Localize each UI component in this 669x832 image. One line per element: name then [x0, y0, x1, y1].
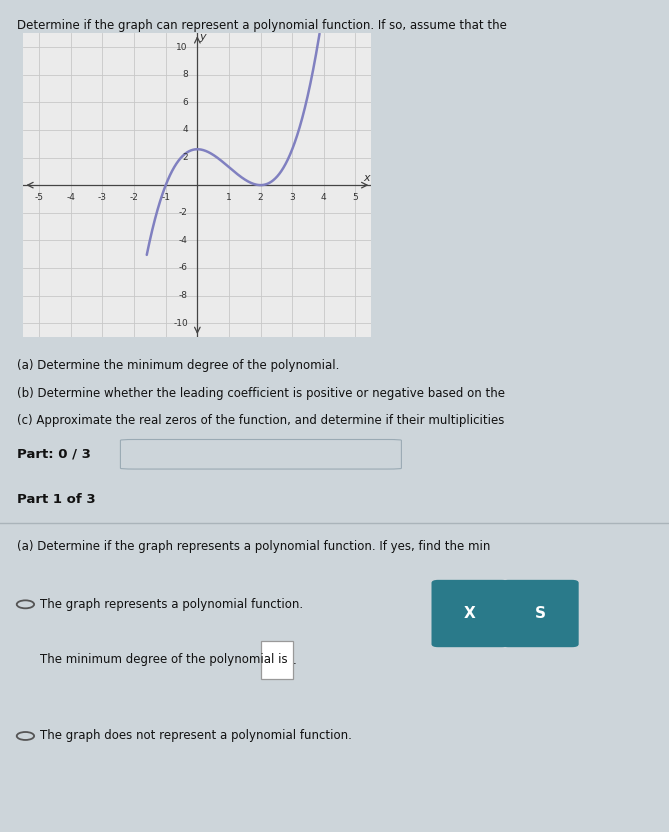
Text: 10: 10 [177, 42, 188, 52]
Text: 8: 8 [182, 70, 188, 79]
Text: Part 1 of 3: Part 1 of 3 [17, 493, 96, 506]
Text: 6: 6 [182, 98, 188, 106]
Text: 1: 1 [226, 193, 232, 201]
Text: (a) Determine the minimum degree of the polynomial.: (a) Determine the minimum degree of the … [17, 359, 339, 373]
FancyBboxPatch shape [502, 580, 579, 647]
Text: X: X [464, 606, 476, 621]
Text: 2: 2 [182, 153, 188, 162]
Text: 2: 2 [258, 193, 264, 201]
Text: S: S [535, 606, 545, 621]
Text: Part: 0 / 3: Part: 0 / 3 [17, 448, 90, 461]
Text: The graph does not represent a polynomial function.: The graph does not represent a polynomia… [40, 730, 352, 742]
Text: (b) Determine whether the leading coefficient is positive or negative based on t: (b) Determine whether the leading coeffi… [17, 387, 504, 400]
Text: -4: -4 [179, 235, 188, 245]
Text: The minimum degree of the polynomial is: The minimum degree of the polynomial is [40, 653, 288, 666]
Text: -2: -2 [130, 193, 138, 201]
FancyBboxPatch shape [432, 580, 508, 647]
Text: 5: 5 [353, 193, 359, 201]
Text: The graph represents a polynomial function.: The graph represents a polynomial functi… [40, 598, 303, 611]
Text: .: . [293, 654, 297, 666]
Text: Determine if the graph can represent a polynomial function. If so, assume that t: Determine if the graph can represent a p… [17, 19, 506, 32]
Text: -2: -2 [179, 208, 188, 217]
Text: -4: -4 [66, 193, 76, 201]
Text: 3: 3 [290, 193, 295, 201]
Text: x: x [363, 172, 370, 182]
Text: -3: -3 [98, 193, 107, 201]
Text: -8: -8 [179, 291, 188, 300]
Text: 4: 4 [321, 193, 326, 201]
Text: -5: -5 [35, 193, 43, 201]
Text: -1: -1 [161, 193, 170, 201]
Text: -10: -10 [173, 319, 188, 328]
FancyBboxPatch shape [120, 439, 401, 469]
Text: (c) Approximate the real zeros of the function, and determine if their multiplic: (c) Approximate the real zeros of the fu… [17, 414, 504, 428]
Text: (a) Determine if the graph represents a polynomial function. If yes, find the mi: (a) Determine if the graph represents a … [17, 540, 490, 553]
FancyBboxPatch shape [261, 641, 293, 680]
Text: y: y [200, 32, 206, 42]
Text: 4: 4 [182, 126, 188, 135]
Text: -6: -6 [179, 264, 188, 272]
